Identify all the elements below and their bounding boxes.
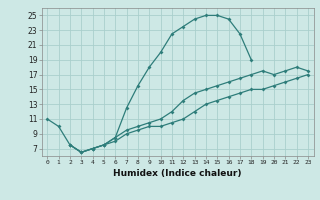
X-axis label: Humidex (Indice chaleur): Humidex (Indice chaleur) — [113, 169, 242, 178]
